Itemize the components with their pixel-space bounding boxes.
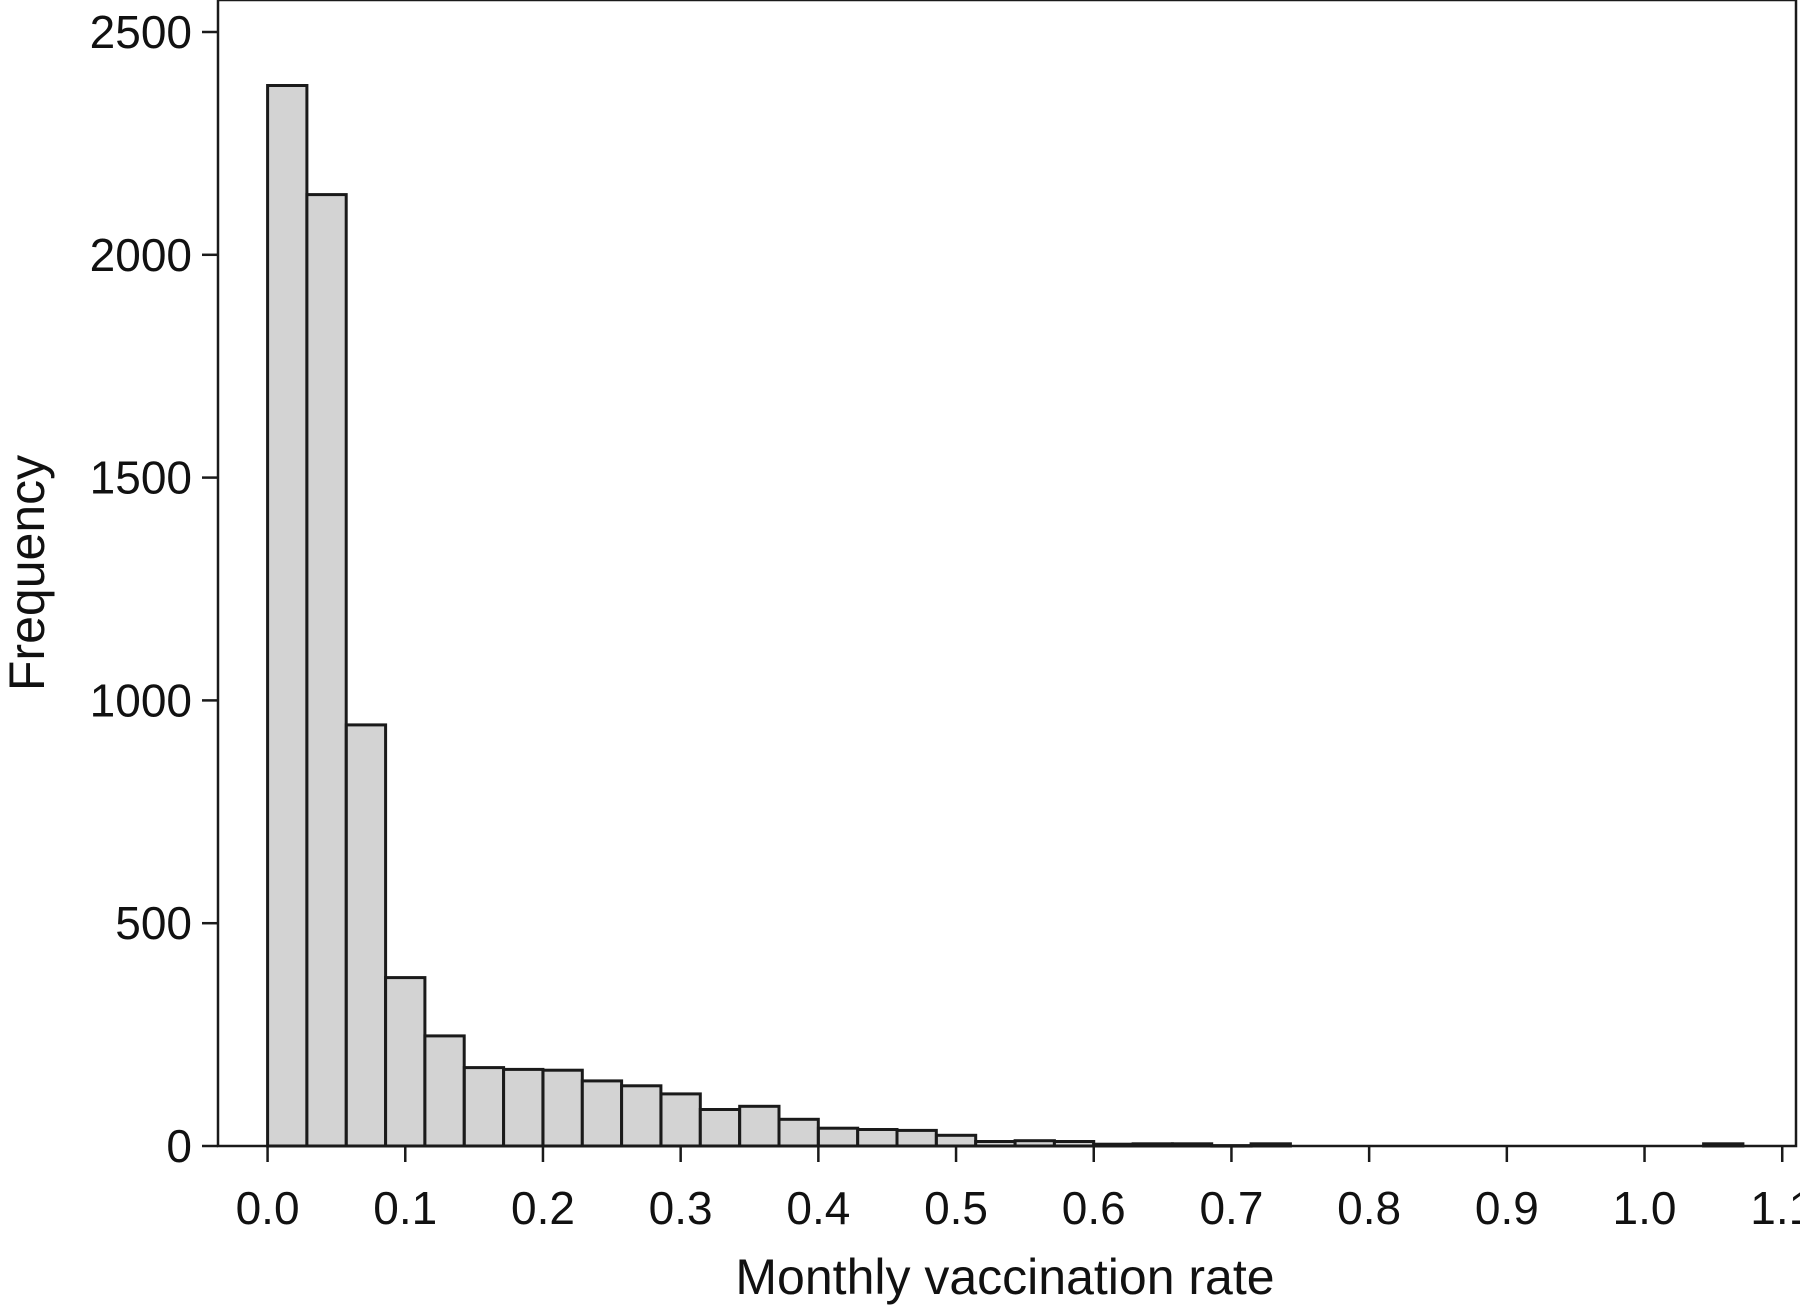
bar [698, 1108, 742, 1148]
x-tick-label: 0.2 [511, 1182, 575, 1234]
bars-group [266, 84, 1745, 1148]
x-tick-label: 0.4 [786, 1182, 850, 1234]
x-tick-label: 0.1 [373, 1182, 437, 1234]
bar [1170, 1142, 1214, 1148]
bar [1013, 1139, 1056, 1148]
y-axis: 0 500 1000 1500 2000 2500 [90, 6, 218, 1172]
bar [856, 1128, 899, 1148]
x-axis: 0.0 0.1 0.2 0.3 0.4 0.5 0.6 0.7 0.8 0.9 1.0 1.1 [236, 1146, 1800, 1234]
x-tick-label: 1.0 [1613, 1182, 1677, 1234]
x-tick-label: 0.3 [649, 1182, 713, 1234]
plot-frame [216, 0, 1798, 1148]
bar [1052, 1140, 1096, 1148]
x-tick-label: 0.5 [924, 1182, 988, 1234]
x-tick-label: 0.9 [1475, 1182, 1539, 1234]
bar [1092, 1142, 1135, 1148]
bar [777, 1117, 820, 1148]
x-tick-label: 0.7 [1199, 1182, 1263, 1234]
y-tick-label: 2500 [90, 6, 192, 58]
x-tick-label: 0.8 [1337, 1182, 1401, 1234]
y-axis-title: Frequency [0, 455, 55, 691]
y-tick-label: 0 [166, 1120, 192, 1172]
bar [580, 1079, 624, 1148]
bar [1702, 1142, 1745, 1148]
bar [462, 1066, 506, 1148]
y-tick-label: 1500 [90, 452, 192, 504]
x-axis-title: Monthly vaccination rate [735, 1249, 1274, 1305]
bar [1131, 1142, 1174, 1148]
y-tick-label: 2000 [90, 229, 192, 281]
bar [620, 1084, 663, 1148]
x-tick-label: 0.0 [236, 1182, 300, 1234]
bar [384, 976, 427, 1148]
y-tick-label: 1000 [90, 674, 192, 726]
bar [502, 1067, 545, 1148]
bar [423, 1034, 466, 1148]
y-tick-label: 500 [115, 897, 192, 949]
bar [1249, 1142, 1292, 1148]
x-tick-label: 0.6 [1062, 1182, 1126, 1234]
bar [895, 1128, 938, 1148]
x-tick-label: 1.1 [1750, 1182, 1800, 1234]
bar [541, 1068, 584, 1148]
bar [659, 1092, 702, 1148]
bar [816, 1126, 860, 1148]
bar [934, 1133, 978, 1148]
bar [266, 84, 309, 1148]
bar [738, 1104, 781, 1148]
bar [974, 1140, 1017, 1148]
bar [344, 723, 388, 1148]
bar [305, 193, 348, 1148]
